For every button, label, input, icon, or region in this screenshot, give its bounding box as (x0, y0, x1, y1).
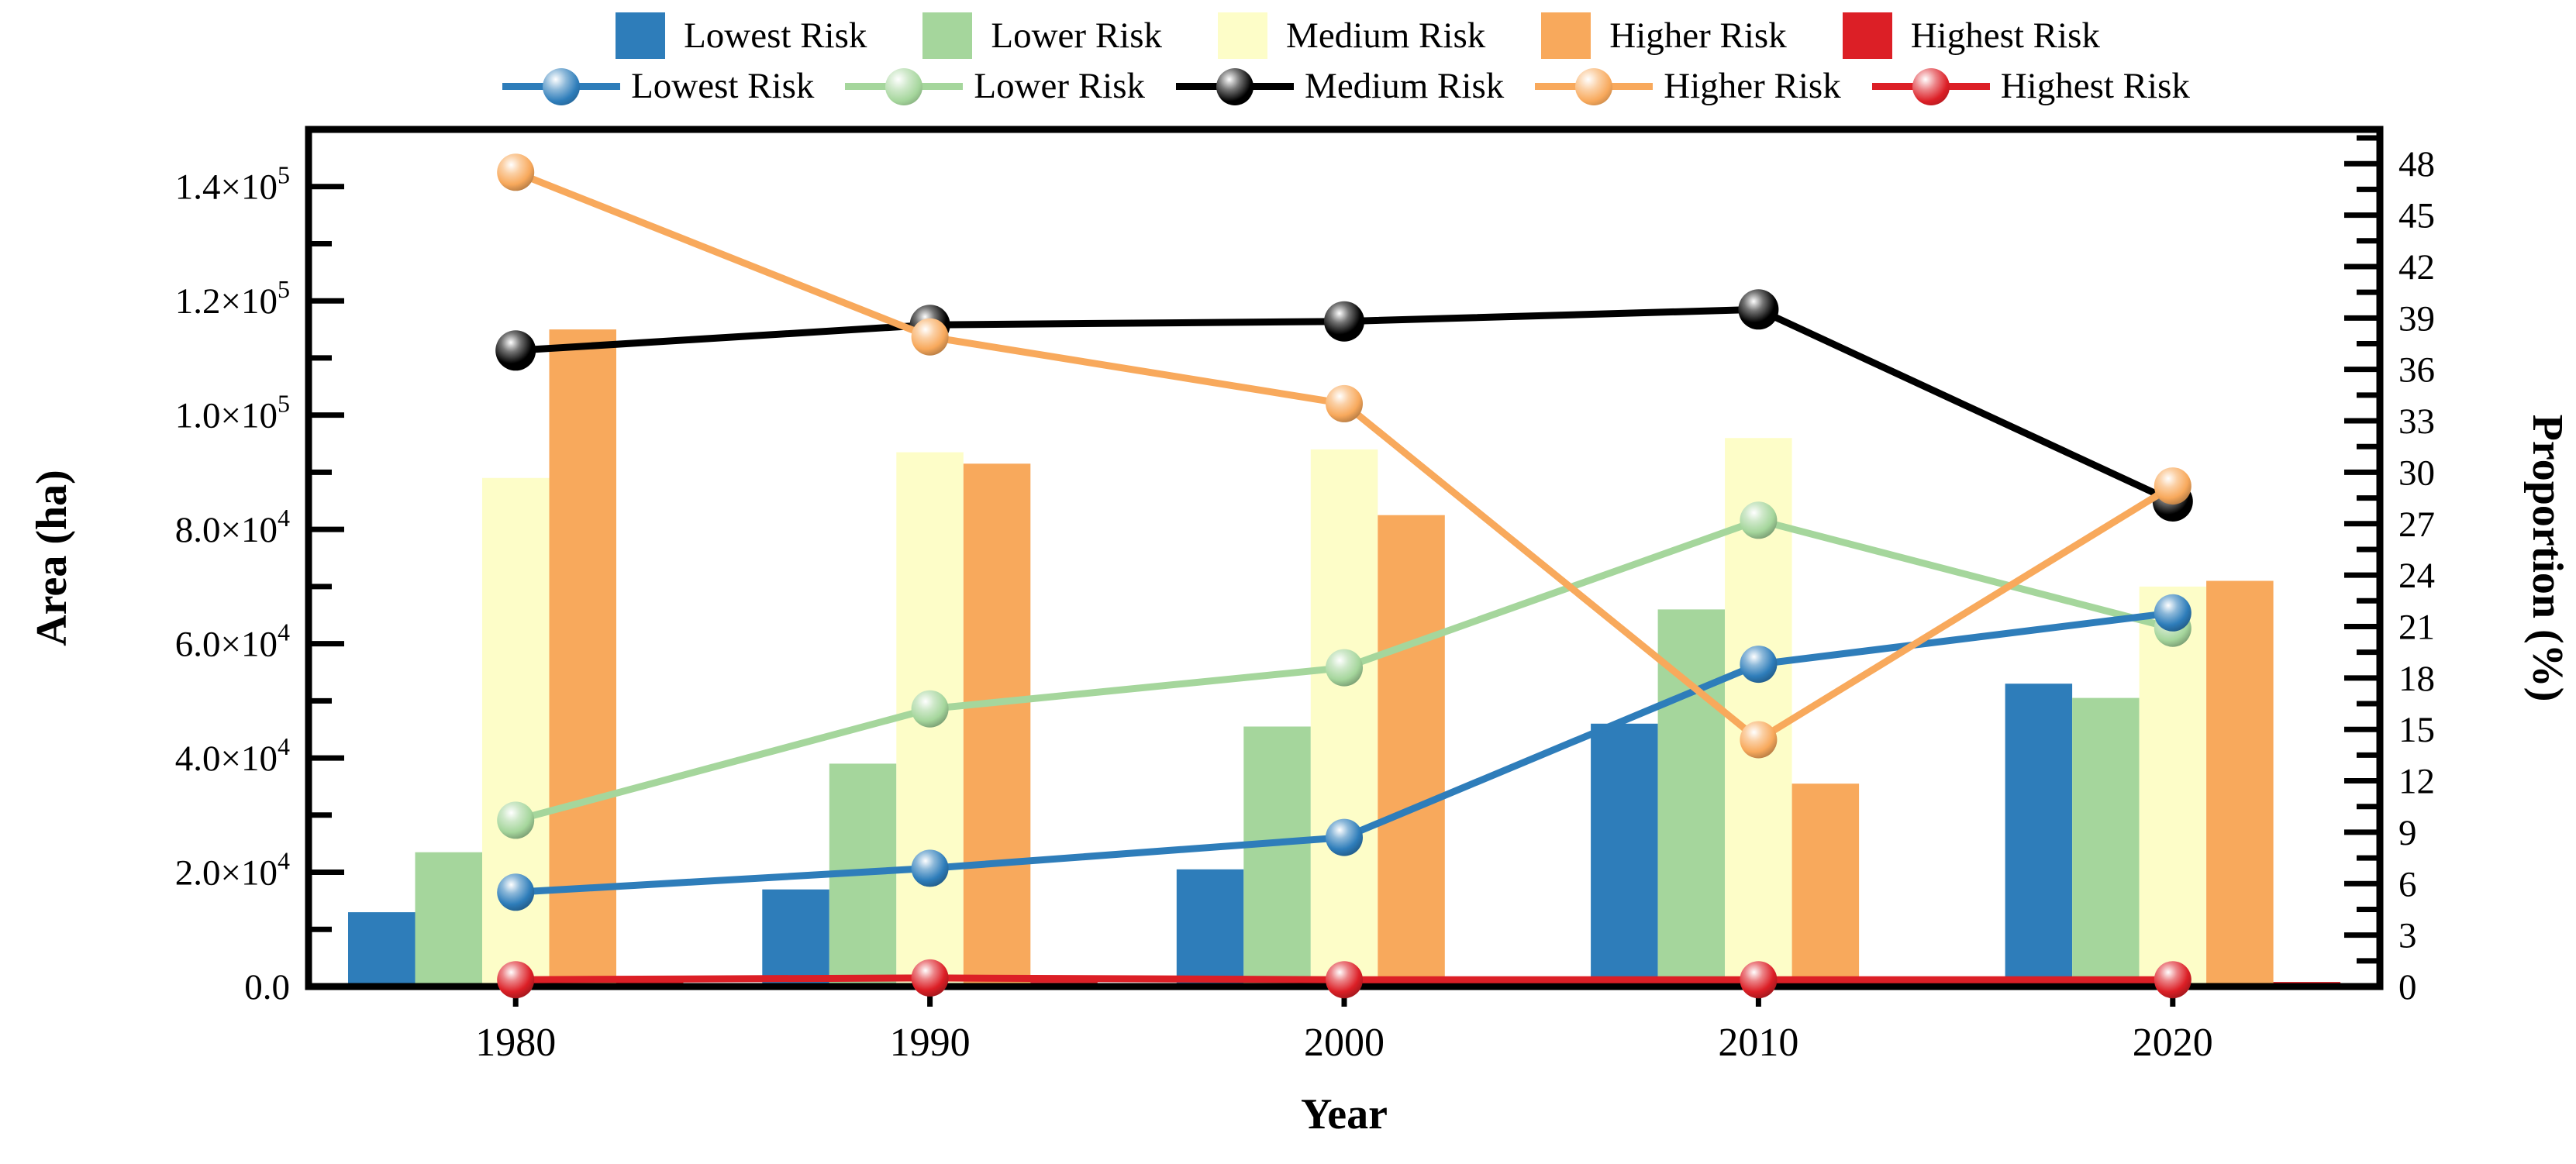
left-axis-tick-label: 1.0×105 (175, 390, 290, 436)
right-axis-tick-label: 33 (2398, 401, 2435, 442)
left-axis-tick-label: 6.0×104 (175, 618, 290, 665)
right-axis-tick-label: 6 (2398, 864, 2417, 904)
marker-higher-risk-1990 (911, 318, 949, 356)
right-axis-tick-label: 36 (2398, 350, 2435, 391)
bar-lower-risk-1980 (415, 852, 482, 987)
marker-highest-risk-2000 (1326, 961, 1363, 999)
right-axis-tick-label: 12 (2398, 762, 2435, 802)
marker-lower-risk-1980 (497, 801, 535, 839)
left-axis-title: Area (ha) (28, 470, 76, 646)
marker-lowest-risk-2000 (1326, 818, 1363, 856)
x-axis-tick-label: 1990 (890, 1021, 971, 1065)
bar-medium-risk-2000 (1310, 449, 1378, 987)
marker-higher-risk-1980 (497, 153, 535, 191)
bar-higher-risk-1980 (549, 329, 616, 987)
x-axis-tick-label: 2020 (2133, 1021, 2213, 1065)
right-axis-tick-label: 24 (2398, 556, 2435, 596)
x-axis-tick-label: 2010 (1718, 1021, 1798, 1065)
bar-higher-risk-2020 (2206, 580, 2274, 987)
bar-medium-risk-2020 (2139, 586, 2207, 987)
marker-lowest-risk-2010 (1740, 646, 1778, 684)
right-axis-tick-label: 27 (2398, 505, 2435, 545)
left-axis-tick-label: 0.0 (244, 967, 290, 1007)
right-axis-tick-label: 3 (2398, 916, 2417, 956)
bar-lowest-risk-1990 (762, 889, 829, 987)
marker-lowest-risk-1980 (497, 873, 535, 911)
marker-higher-risk-2010 (1740, 721, 1778, 759)
right-axis-title: Proportion (%) (2523, 415, 2571, 702)
right-axis-tick-label: 9 (2398, 813, 2417, 853)
marker-lower-risk-1990 (911, 690, 949, 728)
marker-highest-risk-1990 (911, 959, 949, 997)
right-axis-tick-label: 0 (2398, 967, 2417, 1007)
right-axis-tick-label: 48 (2398, 144, 2435, 184)
bar-lowest-risk-2000 (1176, 869, 1244, 987)
marker-lower-risk-2010 (1740, 501, 1778, 539)
marker-highest-risk-1980 (497, 961, 535, 999)
marker-higher-risk-2020 (2154, 467, 2191, 505)
right-axis-tick-label: 18 (2398, 659, 2435, 699)
bar-higher-risk-1990 (963, 463, 1031, 987)
x-axis-tick-label: 1980 (475, 1021, 556, 1065)
marker-higher-risk-2000 (1326, 384, 1363, 422)
right-axis-tick-label: 45 (2398, 196, 2435, 236)
marker-highest-risk-2020 (2154, 961, 2191, 999)
right-axis-tick-label: 39 (2398, 298, 2435, 339)
bar-lower-risk-2000 (1243, 726, 1311, 987)
right-axis-tick-label: 15 (2398, 710, 2435, 750)
bar-higher-risk-2010 (1791, 783, 1860, 987)
bar-lower-risk-2020 (2072, 697, 2140, 987)
left-axis-tick-label: 8.0×104 (175, 504, 290, 550)
marker-lower-risk-2000 (1326, 649, 1363, 687)
bar-lowest-risk-2010 (1591, 723, 1658, 987)
marker-lowest-risk-2020 (2154, 594, 2191, 632)
bar-higher-risk-2000 (1378, 515, 1445, 987)
right-axis-tick-label: 42 (2398, 247, 2435, 288)
right-axis-tick-label: 21 (2398, 607, 2435, 647)
marker-medium-risk-2010 (1738, 289, 1779, 330)
marker-lowest-risk-1990 (911, 849, 949, 887)
left-axis-tick-label: 1.2×105 (175, 275, 290, 322)
bar-lowest-risk-2020 (2005, 684, 2073, 987)
x-axis-tick-label: 2000 (1304, 1021, 1385, 1065)
marker-highest-risk-2010 (1740, 961, 1778, 999)
marker-medium-risk-1980 (495, 330, 536, 371)
bar-lowest-risk-1980 (348, 912, 416, 987)
marker-medium-risk-2000 (1324, 301, 1364, 342)
left-axis-tick-label: 1.4×105 (175, 161, 290, 208)
x-axis-title: Year (1301, 1090, 1388, 1138)
bar-lower-risk-2010 (1657, 609, 1726, 987)
right-axis-tick-label: 30 (2398, 453, 2435, 493)
left-axis-tick-label: 4.0×104 (175, 732, 290, 779)
left-axis-tick-label: 2.0×104 (175, 847, 290, 894)
